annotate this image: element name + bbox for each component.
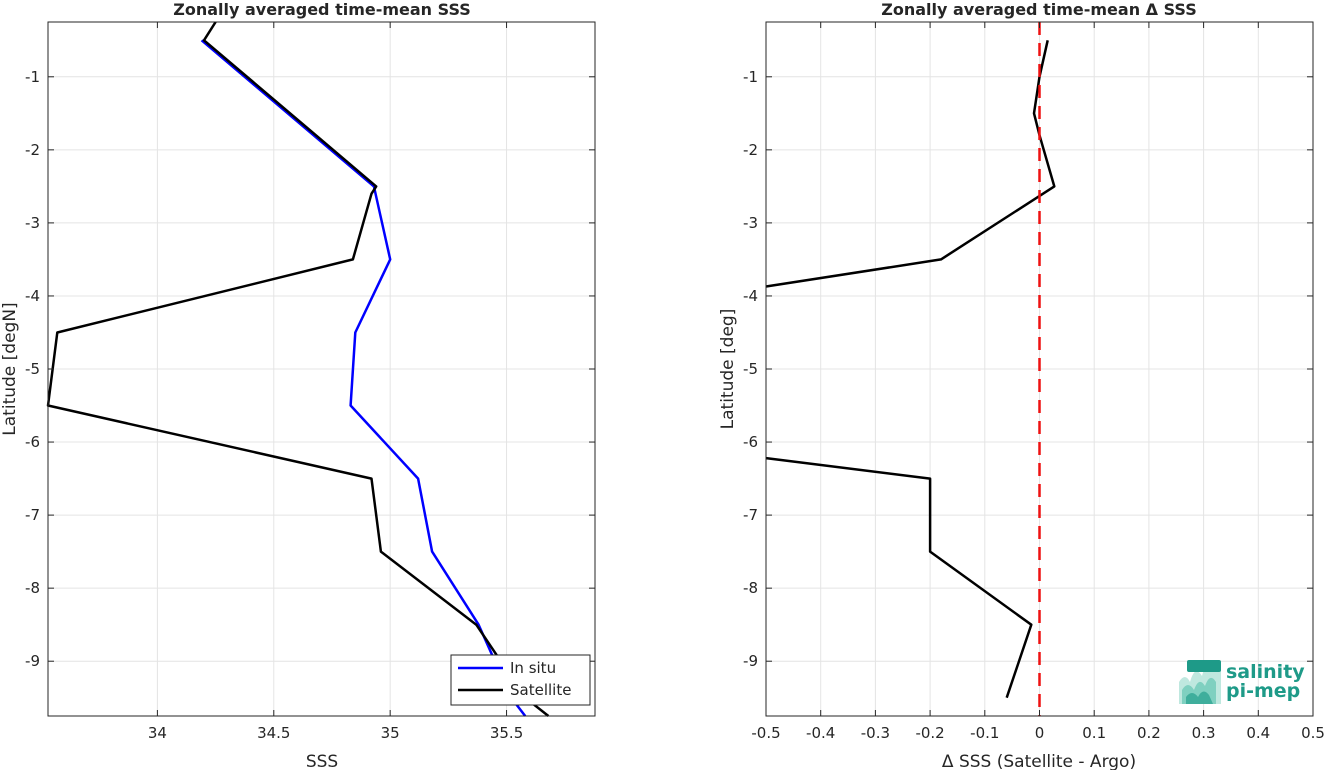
right-panel: Zonally averaged time-mean Δ SSS -0.5 -0.… [718, 0, 1325, 770]
legend: In situ Satellite [450, 654, 591, 706]
left-x-tick-label: 34.5 [257, 724, 290, 742]
right-y-tick-label: -2 [743, 141, 758, 159]
left-chart-title: Zonally averaged time-mean SSS [173, 0, 471, 19]
left-x-tick-label: 34 [148, 724, 167, 742]
right-x-tick-label: 0.2 [1137, 724, 1161, 742]
right-x-tick-label: 0.5 [1301, 724, 1325, 742]
left-y-tick-label: -7 [25, 506, 40, 524]
left-y-tick-label: -5 [25, 360, 40, 378]
right-x-tick-label: -0.2 [915, 724, 944, 742]
right-x-axis-label: Δ SSS (Satellite - Argo) [942, 752, 1136, 770]
right-y-tick-label: -1 [743, 68, 758, 86]
left-x-tick-label: 35 [381, 724, 400, 742]
right-y-tick-label: -8 [743, 579, 758, 597]
legend-box [450, 654, 591, 706]
right-ticks: -0.5 -0.4 -0.3 -0.2 -0.1 0 0.1 0.2 0.3 0.4 0.5 -1 -2… [743, 22, 1325, 742]
right-x-tick-label: -0.3 [861, 724, 890, 742]
left-grid [48, 22, 595, 716]
left-y-tick-label: -9 [25, 652, 40, 670]
right-x-tick-label: 0.4 [1246, 724, 1270, 742]
right-x-tick-label: 0.3 [1192, 724, 1216, 742]
left-y-tick-label: -6 [25, 433, 40, 451]
left-y-tick-label: -8 [25, 579, 40, 597]
legend-label-satellite: Satellite [510, 681, 571, 699]
left-y-tick-label: -3 [25, 214, 40, 232]
left-x-axis-label: SSS [306, 752, 338, 770]
left-y-axis-label: Latitude [degN] [0, 302, 20, 435]
right-y-tick-label: -6 [743, 433, 758, 451]
logo-text-salinity: salinity [1226, 661, 1305, 683]
right-x-tick-label: -0.5 [751, 724, 780, 742]
right-series-line-segment-2 [765, 456, 1033, 699]
left-y-tick-label: -2 [25, 141, 40, 159]
left-x-tick-label: 35.5 [490, 724, 523, 742]
right-y-tick-label: -5 [743, 360, 758, 378]
left-y-tick-label: -1 [25, 68, 40, 86]
right-x-tick-label: 0.1 [1082, 724, 1106, 742]
right-chart-title: Zonally averaged time-mean Δ SSS [881, 0, 1197, 19]
right-x-tick-label: 0 [1035, 724, 1045, 742]
left-y-tick-label: -4 [25, 287, 40, 305]
right-y-tick-label: -3 [743, 214, 758, 232]
right-y-tick-label: -4 [743, 287, 758, 305]
legend-label-in-situ: In situ [510, 659, 556, 677]
right-x-tick-label: -0.1 [970, 724, 999, 742]
right-y-tick-label: -7 [743, 506, 758, 524]
right-x-tick-label: -0.4 [806, 724, 835, 742]
logo-text-pi-mep: pi-mep [1226, 680, 1300, 702]
left-ticks: 34 34.5 35 35.5 -1 -2 -3 -4 -5 -6 -7 -8 -9 [25, 22, 595, 742]
right-y-tick-label: -9 [743, 652, 758, 670]
salinity-pi-mep-logo: salinity pi-mep [1179, 660, 1305, 704]
wave-logo-icon [1179, 660, 1221, 704]
left-panel: Zonally averaged time-mean SSS 34 34.5 35 3… [0, 0, 596, 770]
right-y-axis-label: Latitude [deg] [718, 309, 738, 430]
